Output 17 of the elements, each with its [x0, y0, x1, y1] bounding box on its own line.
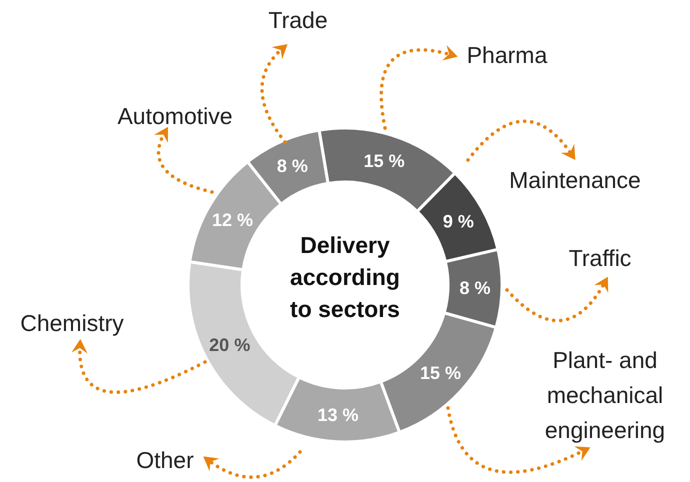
slice-label: Maintenance: [509, 167, 641, 193]
slice-label: Other: [136, 447, 194, 473]
data-label: 12 %: [212, 210, 254, 230]
slice-label: Chemistry: [20, 310, 124, 336]
data-label: 15 %: [420, 363, 462, 384]
data-label: 8 %: [276, 156, 308, 176]
slice-label: Pharma: [466, 42, 548, 68]
text: Delivery according to sectors: [290, 232, 400, 322]
slice-label: Traffic: [568, 245, 632, 271]
data-label: 9 %: [442, 211, 474, 232]
data-label: 20 %: [209, 335, 250, 356]
slice-label: Automotive: [117, 103, 233, 129]
slice-label: Trade: [268, 7, 328, 33]
data-label: 8 %: [459, 278, 490, 298]
data-label: 15 %: [364, 151, 405, 172]
data-label: 13 %: [317, 404, 358, 425]
slice-label: Plant- and mechanical engineering: [544, 347, 666, 443]
